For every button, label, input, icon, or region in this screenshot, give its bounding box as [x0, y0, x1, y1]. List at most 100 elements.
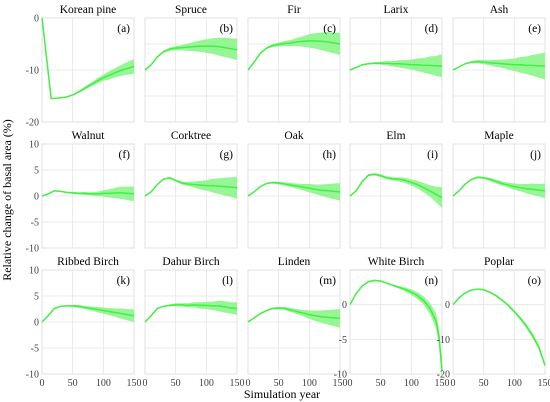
panel-letter: (k): [117, 275, 131, 287]
x-tick-label: 150: [230, 378, 245, 389]
panel-letter: (n): [425, 275, 439, 287]
x-tick-label: 100: [302, 378, 317, 389]
series-mean-line: [247, 40, 341, 71]
panel-h: Oak (h): [247, 130, 341, 249]
series-band: [453, 288, 545, 368]
y-tick-label: -10: [26, 66, 39, 77]
panel-letter: (d): [425, 23, 439, 35]
series-mean-line: [41, 305, 135, 323]
panel-title: Maple: [484, 130, 513, 142]
x-tick-label: 50: [274, 378, 284, 389]
panel-a: 0 -10 -20 Korean pine(a): [26, 4, 135, 129]
panel-f: 10 5 0 -5 -10 Walnut (f): [26, 130, 135, 255]
x-tick-label: 0: [143, 378, 148, 389]
series-mean-line: [452, 176, 546, 197]
panel-title: Ribbed Birch: [57, 256, 119, 268]
y-tick-label: 0: [342, 300, 347, 311]
series-band: [453, 52, 545, 80]
series-band: [453, 176, 545, 199]
x-tick-label: 0: [348, 378, 353, 389]
panel-letter: (l): [222, 275, 233, 287]
x-tick-label: 100: [199, 378, 214, 389]
y-tick-label: -5: [339, 335, 347, 346]
panel-letter: (a): [117, 23, 130, 35]
series-mean-line: [247, 307, 341, 323]
y-axis-label: Relative change of basal area (%): [0, 119, 14, 281]
series-band: [42, 304, 134, 322]
series-band: [145, 176, 237, 199]
x-tick-label: 150: [333, 378, 348, 389]
x-tick-label: 50: [171, 378, 181, 389]
y-tick-label: 0: [34, 318, 39, 329]
x-tick-label: 100: [404, 378, 419, 389]
y-tick-label: -5: [31, 344, 39, 355]
series-mean-line: [144, 45, 238, 71]
x-tick-label: 0: [40, 378, 45, 389]
y-tick-label: 5: [34, 166, 39, 177]
series-mean-line: [41, 17, 135, 100]
y-tick-label: -10: [334, 370, 347, 381]
y-tick-label: 10: [29, 266, 39, 277]
panel-title: Larix: [384, 4, 409, 16]
y-tick-label: -20: [437, 370, 450, 381]
series-mean-line: [452, 288, 546, 366]
x-tick-label: 100: [96, 378, 111, 389]
x-tick-label: 100: [507, 378, 522, 389]
panel-letter: (h): [323, 149, 337, 161]
panel-frame: [452, 269, 546, 375]
panel-letter: (b): [220, 23, 234, 35]
panel-j: Maple (j): [452, 130, 546, 249]
panel-title: Dahur Birch: [162, 256, 219, 268]
series-mean-line: [349, 173, 443, 199]
y-tick-label: -20: [26, 118, 39, 129]
panel-letter: (j): [530, 149, 541, 161]
panel-title: Corktree: [171, 130, 211, 142]
panel-letter: (f): [119, 149, 131, 161]
panel-letter: (c): [323, 23, 336, 35]
panel-c: Fir (c): [247, 4, 341, 123]
y-tick-label: -5: [31, 218, 39, 229]
panel-title: Fir: [287, 4, 301, 16]
panel-i: Elm (i): [349, 130, 443, 249]
x-tick-label: 50: [479, 378, 489, 389]
x-tick-label: 0: [246, 378, 251, 389]
panel-title: Poplar: [484, 256, 514, 268]
panel-title: Ash: [490, 4, 509, 16]
panel-title: Spruce: [175, 4, 207, 16]
y-tick-label: -10: [437, 335, 450, 346]
series-band: [42, 18, 134, 99]
panel-title: Linden: [278, 256, 311, 268]
series-mean-line: [452, 60, 545, 71]
series-mean-line: [349, 279, 443, 371]
series-band: [350, 173, 442, 208]
y-tick-label: 0: [34, 14, 39, 25]
series-band: [350, 54, 442, 78]
panel-b: Spruce (b): [144, 4, 238, 123]
x-tick-label: 50: [376, 378, 386, 389]
y-tick-label: 0: [34, 192, 39, 203]
panel-letter: (e): [528, 23, 541, 35]
y-tick-label: 10: [29, 140, 39, 151]
x-tick-label: 150: [435, 378, 450, 389]
series-mean-line: [144, 304, 238, 323]
panel-title: Walnut: [72, 130, 106, 142]
x-tick-label: 0: [451, 378, 456, 389]
series-mean-line: [349, 62, 442, 71]
x-tick-label: 150: [538, 378, 550, 389]
panel-title: Korean pine: [60, 4, 117, 16]
panel-g: Corktree (g): [144, 130, 238, 249]
y-tick-label: 5: [34, 292, 39, 303]
x-tick-label: 50: [68, 378, 78, 389]
y-tick-label: -10: [26, 244, 39, 255]
y-tick-label: 0: [445, 300, 450, 311]
y-tick-label: -10: [26, 370, 39, 381]
series-band: [248, 306, 340, 328]
panel-letter: (g): [220, 149, 234, 161]
series-mean-line: [41, 190, 135, 197]
x-axis-label: Simulation year: [244, 387, 320, 401]
series-band: [248, 181, 340, 201]
